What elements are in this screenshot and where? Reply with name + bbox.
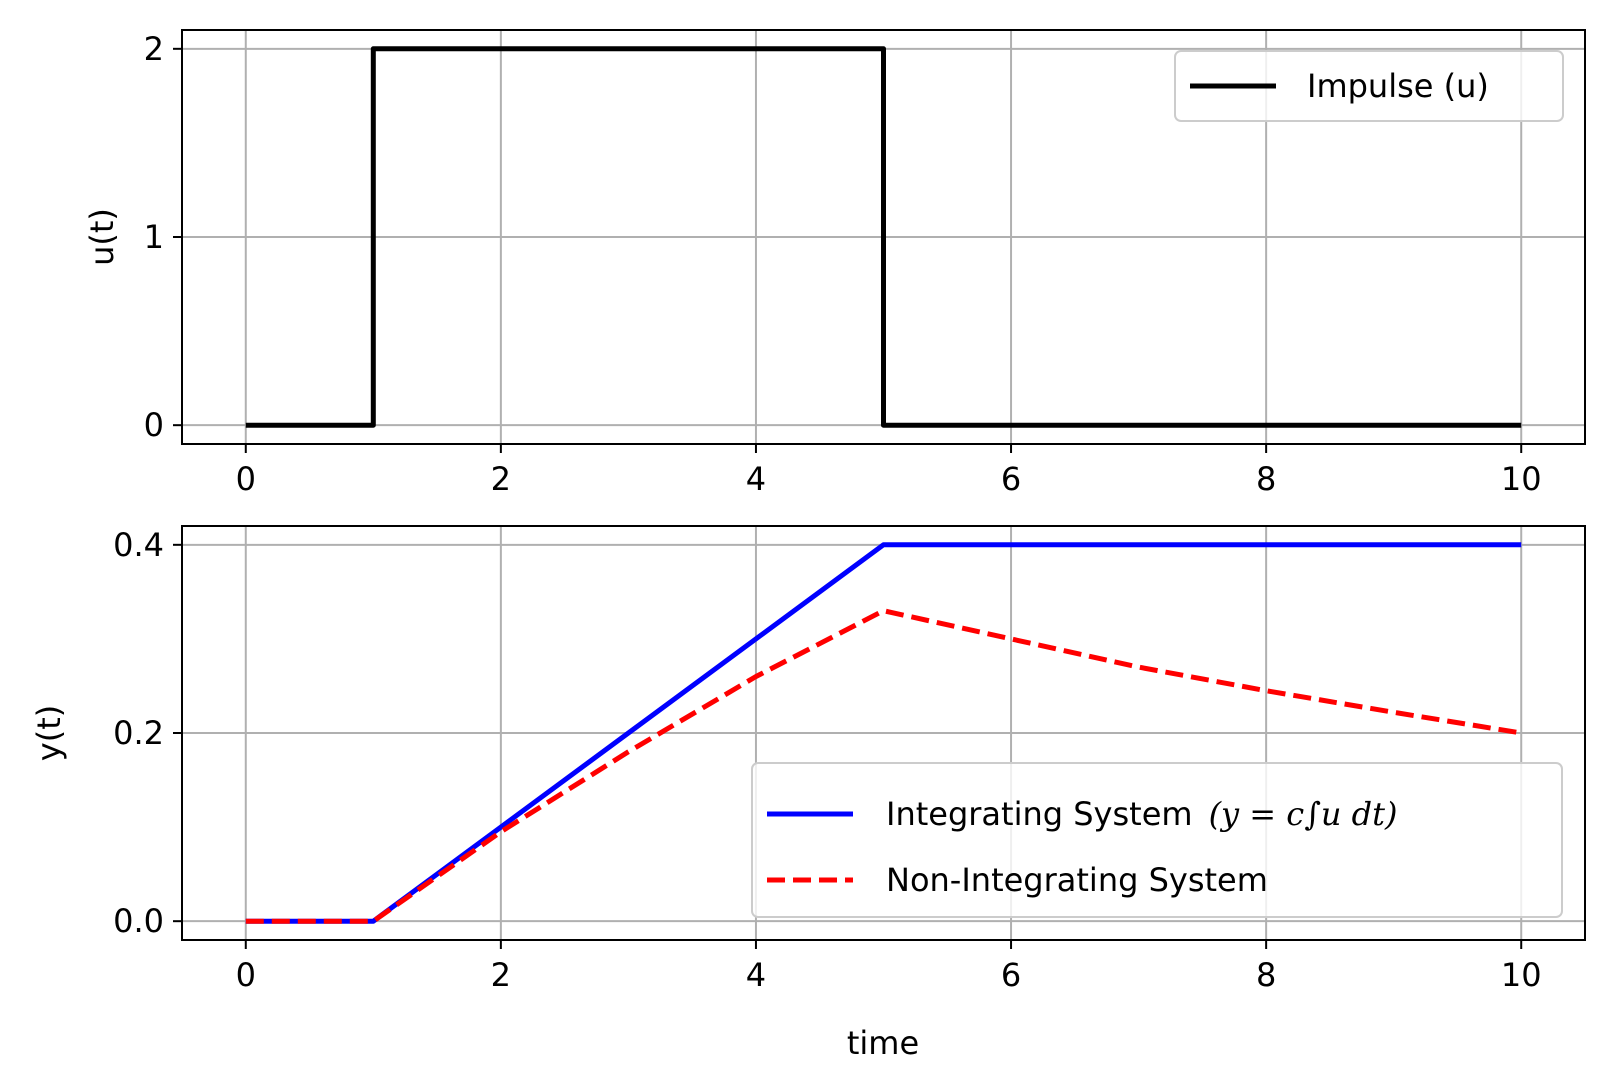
y-tick-label: 2 [144, 30, 164, 68]
legend-label-integrating-math: (y = c∫u dt) [1209, 795, 1398, 833]
y-axis-label: u(t) [83, 208, 121, 266]
series-line-impulse-u [245, 46, 1522, 428]
x-tick-label: 8 [1256, 956, 1276, 994]
legend: Integrating System (y = c∫u dt) Non-Inte… [751, 762, 1563, 918]
x-axis-label: time [847, 1024, 919, 1062]
y-axis: 0.0 0.2 0.4 [113, 526, 182, 940]
legend-label-impulse: Impulse (u) [1307, 67, 1489, 105]
response-chart: 0 2 4 6 8 10 0.0 0.2 0.4 y(t) time Integrating … [30, 525, 1586, 1062]
legend-label-integrating-text: Integrating System [886, 795, 1193, 833]
x-axis: 0 2 4 6 8 10 [236, 444, 1542, 498]
legend-box [751, 762, 1563, 918]
series-layer [245, 542, 1522, 924]
x-tick-label: 4 [746, 956, 766, 994]
y-tick-label: 0.2 [113, 714, 164, 752]
x-tick-label: 2 [491, 460, 511, 498]
impulse-chart: 0 2 4 6 8 10 0 1 2 u(t) Impulse (u) [83, 29, 1586, 498]
x-tick-label: 10 [1501, 956, 1542, 994]
series-line-non-integrating-system [245, 608, 1522, 924]
legend-box [1174, 50, 1564, 122]
y-tick-label: 0.0 [113, 902, 164, 940]
y-axis: 0 1 2 [144, 30, 182, 444]
x-tick-label: 0 [236, 956, 256, 994]
x-axis: 0 2 4 6 8 10 [236, 940, 1542, 994]
y-tick-label: 0 [144, 406, 164, 444]
x-tick-label: 10 [1501, 460, 1542, 498]
legend-label-non-integrating: Non-Integrating System [886, 861, 1268, 899]
series-layer [245, 46, 1522, 428]
x-tick-label: 6 [1001, 460, 1021, 498]
y-axis-label: y(t) [30, 705, 68, 761]
y-tick-label: 0.4 [113, 526, 164, 564]
x-tick-label: 0 [236, 460, 256, 498]
x-tick-label: 8 [1256, 460, 1276, 498]
x-tick-label: 4 [746, 460, 766, 498]
legend: Impulse (u) [1174, 50, 1564, 122]
x-tick-label: 2 [491, 956, 511, 994]
legend-label-integrating: Integrating System (y = c∫u dt) [886, 795, 1397, 833]
y-tick-label: 1 [144, 218, 164, 256]
x-tick-label: 6 [1001, 956, 1021, 994]
